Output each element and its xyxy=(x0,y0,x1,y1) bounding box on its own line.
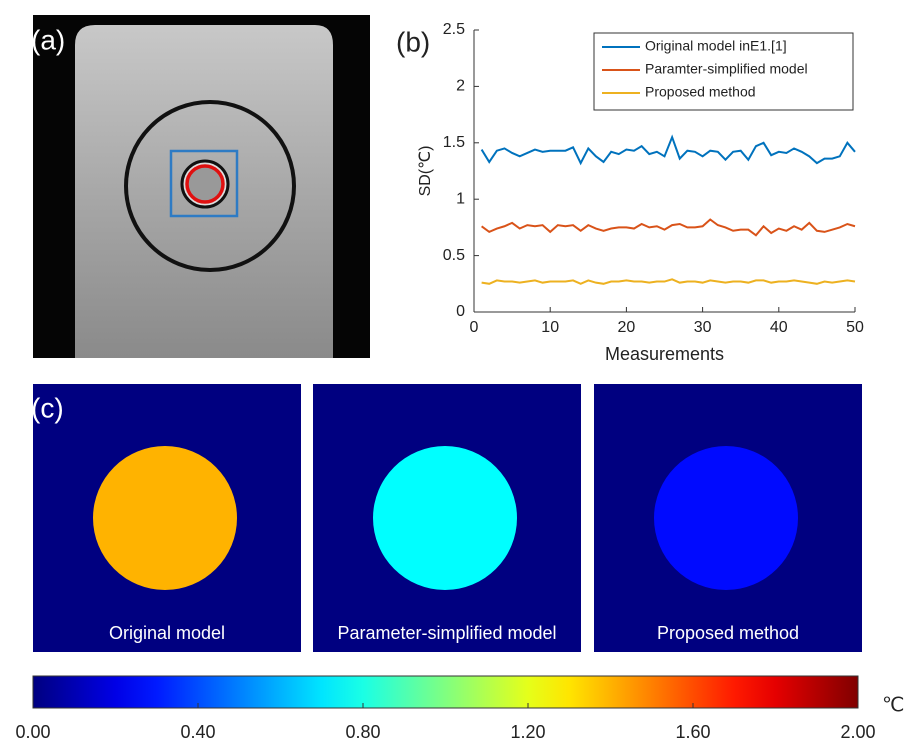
x-tick-label: 50 xyxy=(846,319,864,336)
legend-label: Paramter-simplified model xyxy=(645,61,808,77)
panel-label: (c) xyxy=(31,392,64,423)
roi-box xyxy=(169,149,239,218)
legend-label: Original model inE1.[1] xyxy=(645,38,787,54)
y-axis-label: SD(℃) xyxy=(417,146,434,197)
heatmap-region xyxy=(93,446,237,590)
heatmap-panel: Original model xyxy=(33,384,301,652)
heatmap-caption: Proposed method xyxy=(657,623,799,643)
line-series xyxy=(481,278,856,285)
heatmap-caption: Parameter-simplified model xyxy=(337,623,556,643)
y-tick-label: 2.5 xyxy=(443,21,465,38)
colorbar-unit: ℃ xyxy=(882,694,904,716)
heatmap-panel: Proposed method xyxy=(594,384,862,652)
colorbar xyxy=(32,675,859,709)
colorbar-tick-label: 2.00 xyxy=(840,722,875,742)
roi-circle xyxy=(185,164,225,204)
y-tick-label: 1.5 xyxy=(443,134,465,151)
mri-image: (a) xyxy=(31,15,370,358)
colorbar-tick-label: 1.20 xyxy=(510,722,545,742)
x-tick-label: 0 xyxy=(470,319,479,336)
x-tick-label: 20 xyxy=(618,319,636,336)
outer-ring xyxy=(124,100,296,272)
y-tick-label: 0 xyxy=(456,303,465,320)
colorbar-tick-label: 0.00 xyxy=(15,722,50,742)
line-series xyxy=(480,134,856,166)
colorbar-tick-label: 0.80 xyxy=(345,722,380,742)
heatmap-panel: Parameter-simplified model xyxy=(313,384,581,652)
legend-label: Proposed method xyxy=(645,84,756,100)
y-tick-label: 0.5 xyxy=(443,247,465,264)
x-axis-label: Measurements xyxy=(605,344,724,364)
panel-label: (b) xyxy=(396,26,430,57)
colorbar-tick-label: 1.60 xyxy=(675,722,710,742)
heatmap-region xyxy=(373,446,517,590)
x-tick-label: 30 xyxy=(694,319,712,336)
y-tick-label: 2 xyxy=(456,78,465,95)
heatmap-region xyxy=(654,446,798,590)
heatmap-caption: Original model xyxy=(109,623,225,643)
panel-label: (a) xyxy=(31,24,65,55)
y-tick-label: 1 xyxy=(456,190,465,207)
colorbar-tick-label: 0.40 xyxy=(180,722,215,742)
x-tick-label: 10 xyxy=(541,319,559,336)
x-tick-label: 40 xyxy=(770,319,788,336)
legend-box xyxy=(593,32,854,111)
line-series xyxy=(481,218,856,237)
